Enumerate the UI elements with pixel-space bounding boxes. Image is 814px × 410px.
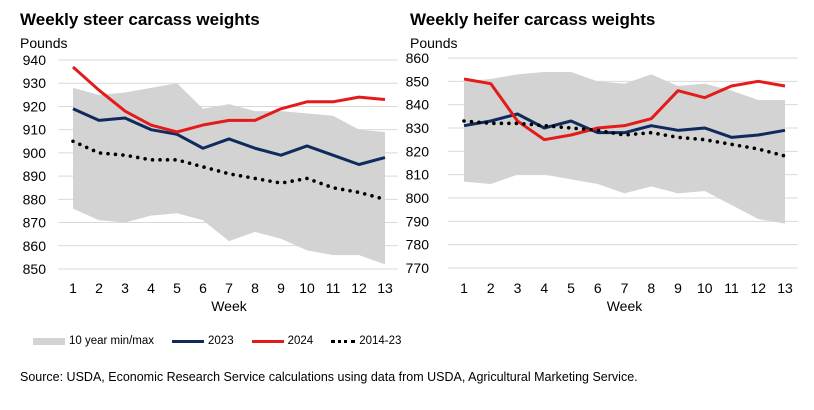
legend-swatch-band (33, 337, 65, 345)
x-tick-label: 13 (777, 280, 793, 296)
series-line-2014-23 (462, 119, 787, 158)
x-tick-label: 1 (69, 280, 77, 296)
x-tick-label: 8 (251, 280, 259, 296)
legend-label: 2024 (287, 335, 314, 347)
x-tick-label: 4 (540, 280, 548, 296)
x-tick-label: 3 (514, 280, 522, 296)
y-tick-label: 790 (406, 213, 430, 229)
legend-swatch-2023 (172, 339, 205, 343)
y-tick-label: 770 (406, 260, 430, 276)
x-tick-label: 9 (674, 280, 682, 296)
x-tick-label: 5 (567, 280, 575, 296)
legend-swatch-2024 (251, 339, 284, 343)
y-tick-label: 860 (23, 238, 47, 254)
y-tick-label: 830 (406, 120, 430, 136)
x-tick-label: 6 (199, 280, 207, 296)
x-tick-label: 2 (95, 280, 103, 296)
legend-swatch-avg (331, 339, 356, 343)
legend-item-2024: 2024 (251, 335, 314, 347)
x-tick-label: 13 (377, 280, 393, 296)
y-tick-label: 850 (406, 73, 430, 89)
x-tick-label: 6 (594, 280, 602, 296)
source-note: Source: USDA, Economic Research Service … (20, 370, 638, 384)
x-axis-label: Week (211, 298, 248, 314)
y-tick-label: 850 (23, 261, 47, 277)
x-tick-label: 10 (299, 280, 315, 296)
x-tick-label: 10 (697, 280, 713, 296)
x-tick-label: 7 (621, 280, 629, 296)
y-tick-label: 900 (23, 145, 47, 161)
x-tick-label: 4 (147, 280, 155, 296)
x-tick-label: 11 (724, 280, 739, 296)
chart-title-steer: Weekly steer carcass weights (20, 10, 260, 29)
chart-title-heifer: Weekly heifer carcass weights (410, 10, 656, 29)
y-tick-label: 910 (23, 122, 47, 138)
legend-label: 2014-23 (359, 335, 402, 347)
y-tick-label: 810 (406, 167, 430, 183)
legend-item-band: 10 year min/max (33, 335, 154, 347)
y-tick-label: 820 (406, 143, 430, 159)
y-tick-label: 800 (406, 190, 430, 206)
series-line-2023 (463, 112, 786, 139)
y-tick-label: 930 (23, 75, 47, 91)
series-line-2024 (72, 65, 386, 134)
x-tick-label: 11 (326, 280, 341, 296)
y-tick-label: 860 (406, 50, 430, 66)
x-tick-label: 12 (750, 280, 766, 296)
y-tick-label: 870 (23, 215, 47, 231)
x-tick-label: 1 (460, 280, 468, 296)
y-tick-label: 920 (23, 98, 47, 114)
legend-label: 2023 (208, 335, 234, 347)
y-axis-label-steer: Pounds (20, 35, 68, 51)
x-tick-label: 9 (277, 280, 285, 296)
x-tick-label: 8 (647, 280, 655, 296)
x-axis-label: Week (607, 298, 644, 314)
legend-item-avg: 2014-23 (331, 335, 401, 347)
y-tick-label: 780 (406, 237, 430, 253)
y-tick-label: 840 (406, 97, 430, 113)
legend-item-2023: 2023 (172, 335, 234, 347)
y-axis-label-heifer: Pounds (410, 35, 458, 51)
x-tick-label: 2 (487, 280, 495, 296)
legend: 10 year min/max 2023 2024 2014-23 (33, 335, 419, 347)
x-tick-label: 5 (173, 280, 181, 296)
band-min-max (73, 83, 385, 265)
y-tick-label: 940 (23, 52, 47, 68)
y-tick-label: 880 (23, 191, 47, 207)
series-line-2023 (72, 107, 386, 166)
x-tick-label: 12 (351, 280, 367, 296)
y-tick-label: 890 (23, 168, 47, 184)
x-tick-label: 3 (121, 280, 129, 296)
series-line-2024 (463, 77, 786, 142)
legend-label: 10 year min/max (69, 335, 155, 347)
band-min-max (464, 72, 785, 224)
x-tick-label: 7 (225, 280, 233, 296)
